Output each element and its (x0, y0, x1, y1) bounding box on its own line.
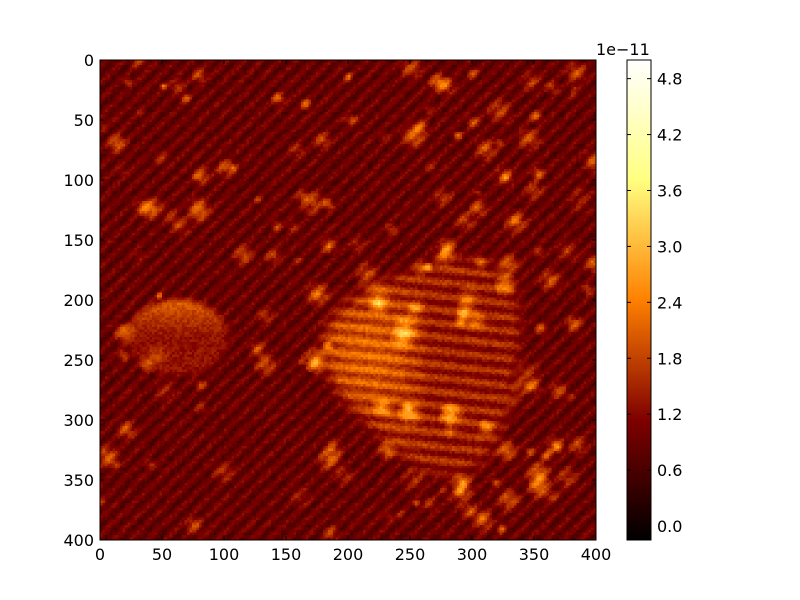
colorbar-tick-label: 3.0 (657, 237, 682, 256)
x-tick-label: 400 (581, 545, 612, 564)
y-tick-label: 100 (63, 171, 94, 190)
y-tick-label: 300 (63, 411, 94, 430)
y-tick-label: 350 (63, 471, 94, 490)
y-tick-label: 0 (84, 51, 94, 70)
x-tick-label: 300 (457, 545, 488, 564)
colorbar-tick-label: 0.6 (657, 461, 682, 480)
colorbar-offset-label: 1e−11 (596, 40, 650, 59)
colorbar-tick-label: 2.4 (657, 293, 682, 312)
x-tick-label: 250 (395, 545, 426, 564)
x-tick-label: 50 (152, 545, 172, 564)
colorbar-tick-label: 1.8 (657, 349, 682, 368)
y-tick-label: 200 (63, 291, 94, 310)
y-tick-label: 400 (63, 531, 94, 550)
y-tick-label: 50 (74, 111, 94, 130)
x-tick-label: 0 (95, 545, 105, 564)
x-tick-label: 350 (519, 545, 550, 564)
colorbar-axis: 0.0 0.6 1.2 1.8 2.4 3.0 3.6 4.2 4.8 (627, 70, 682, 536)
colorbar-tick-label: 4.2 (657, 126, 682, 145)
y-tick-label: 150 (63, 231, 94, 250)
y-tick-label: 250 (63, 351, 94, 370)
colorbar (626, 59, 652, 541)
x-tick-label: 150 (271, 545, 302, 564)
colorbar-tick-label: 3.6 (657, 181, 682, 200)
heatmap-image (100, 60, 596, 540)
x-tick-label: 200 (333, 545, 364, 564)
colorbar-tick-label: 4.8 (657, 70, 682, 89)
y-axis: 0 50 100 150 200 250 300 350 400 (63, 51, 596, 550)
x-axis: 0 50 100 150 200 250 300 350 400 (95, 60, 611, 564)
colorbar-tick-label: 0.0 (657, 517, 682, 536)
colorbar-tick-label: 1.2 (657, 405, 682, 424)
x-tick-label: 100 (209, 545, 240, 564)
